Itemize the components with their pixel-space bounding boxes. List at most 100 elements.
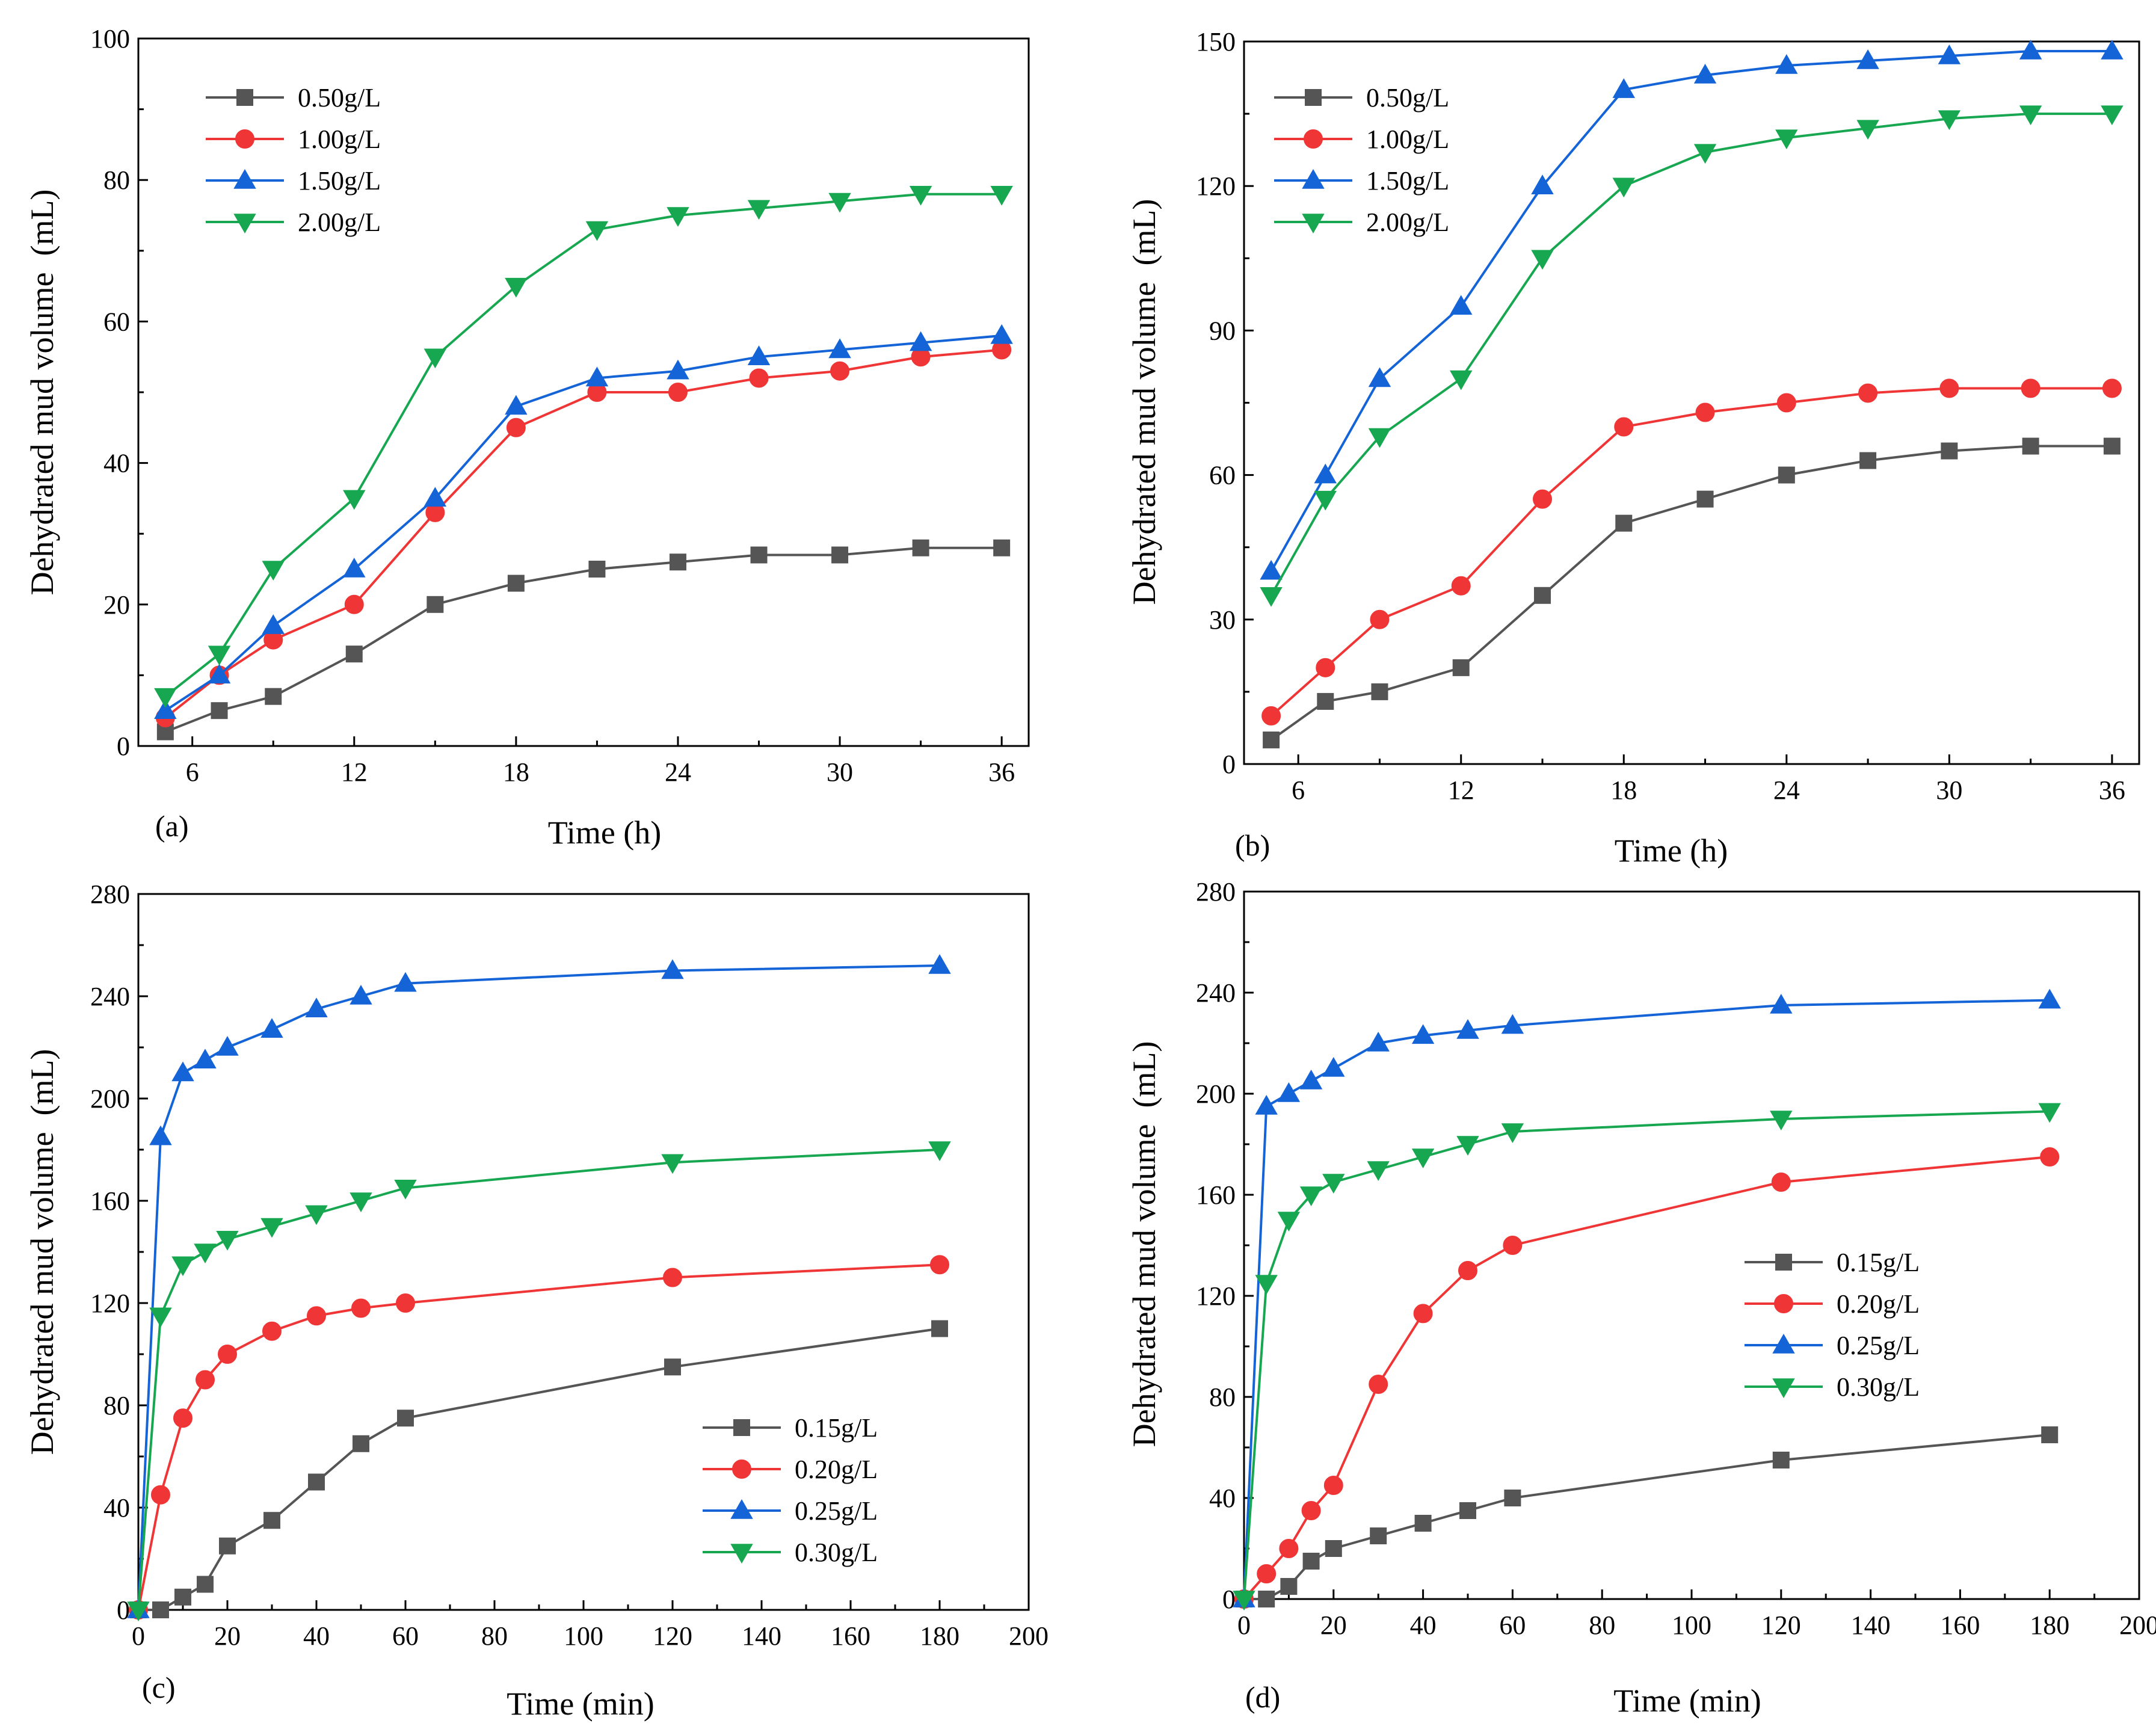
y-tick-label: 200 (90, 1084, 130, 1114)
data-point (1368, 428, 1391, 448)
y-axis-label: Dehydrated mud volume (mL) (1126, 199, 1162, 605)
data-point (1322, 1056, 1345, 1077)
data-point (127, 1601, 150, 1622)
series-2.00g/L (154, 185, 1013, 708)
y-axis-label: Dehydrated mud volume (mL) (24, 190, 60, 596)
data-point (1323, 1476, 1343, 1495)
y-tick-label: 200 (1196, 1079, 1236, 1109)
panel-label: (b) (1235, 828, 1270, 862)
y-tick-label: 40 (1209, 1484, 1236, 1513)
series-line (1243, 1110, 2050, 1600)
x-tick-label: 100 (1672, 1610, 1711, 1640)
data-point (260, 1218, 283, 1238)
legend-marker (733, 1419, 750, 1436)
data-point (830, 361, 850, 381)
data-point (1299, 1186, 1323, 1207)
x-tick-label: 0 (132, 1621, 145, 1651)
data-point (1255, 1275, 1278, 1295)
x-tick-label: 18 (1610, 775, 1637, 805)
data-point (1772, 1452, 1790, 1469)
data-point (1325, 1540, 1342, 1557)
legend-marker (1774, 1294, 1793, 1313)
data-point (505, 395, 528, 415)
y-tick-label: 0 (1222, 750, 1236, 779)
legend: 0.15g/L 0.20g/L 0.25g/L 0.30g/L (703, 1413, 878, 1567)
data-point (1612, 78, 1635, 98)
data-point (1414, 1515, 1432, 1532)
data-point (1693, 144, 1717, 164)
series-1.50g/L (154, 324, 1013, 719)
y-tick-label: 240 (1196, 978, 1236, 1008)
data-point (149, 1125, 172, 1145)
data-point (171, 1061, 194, 1082)
data-point (154, 688, 177, 708)
y-tick-label: 60 (1209, 461, 1236, 490)
data-point (1369, 1375, 1388, 1394)
data-point (1456, 1136, 1479, 1156)
x-tick-label: 20 (1320, 1610, 1347, 1640)
chart-panel-a: 6 12 18 24 30 36 0 20 40 60 80 100 Time (h) Dehydrate… (24, 24, 1030, 851)
chart-panel-d: 0 20 40 60 80 100 120 140 160 180 200 0 40 80 120 160 20… (1126, 877, 2156, 1719)
data-point (928, 1141, 951, 1162)
data-point (1451, 576, 1471, 596)
x-tick-label: 0 (1237, 1610, 1251, 1640)
data-point (1696, 490, 1714, 508)
plot-frame (1243, 890, 2140, 1600)
data-point (661, 959, 684, 979)
legend-label: 1.00g/L (298, 125, 381, 154)
legend-marker (1302, 214, 1325, 234)
data-point (262, 614, 285, 634)
data-point (1938, 110, 1961, 131)
data-point (1771, 1173, 1791, 1192)
data-point (1856, 49, 1879, 69)
legend-marker (235, 129, 254, 149)
legend-marker (233, 168, 256, 189)
data-point (171, 1256, 194, 1277)
legend-label: 2.00g/L (1366, 208, 1449, 237)
series-1.50g/L (1260, 39, 2124, 580)
data-point (2022, 437, 2039, 455)
data-point (750, 546, 768, 564)
data-point (1261, 706, 1281, 726)
x-tick-label: 6 (1292, 775, 1305, 805)
data-point (990, 185, 1013, 206)
legend-label: 0.50g/L (1366, 83, 1449, 112)
data-point (663, 1268, 682, 1287)
data-point (585, 221, 609, 241)
x-tick-label: 36 (988, 757, 1015, 787)
x-tick-label: 24 (665, 757, 691, 787)
x-tick-label: 80 (481, 1621, 508, 1651)
x-tick-label: 200 (1009, 1621, 1049, 1651)
data-point (1938, 45, 1961, 64)
x-tick-label: 60 (392, 1621, 419, 1651)
data-point (260, 1018, 283, 1038)
y-tick-label: 80 (103, 1391, 130, 1420)
data-point (747, 345, 771, 365)
series-2.00g/L (1260, 105, 2124, 607)
data-point (1367, 1161, 1390, 1182)
data-point (930, 1255, 949, 1275)
legend: 0.50g/L 1.00g/L 1.50g/L 2.00g/L (206, 83, 381, 237)
data-point (661, 1154, 684, 1174)
data-point (1257, 1564, 1277, 1583)
data-point (149, 1307, 172, 1328)
data-point (1450, 295, 1473, 315)
data-point (2041, 1426, 2059, 1443)
data-point (197, 1576, 214, 1593)
data-point (394, 1180, 417, 1200)
data-point (154, 699, 177, 719)
data-point (1368, 367, 1391, 387)
data-point (173, 1408, 192, 1428)
legend-label: 0.20g/L (795, 1455, 878, 1484)
data-point (668, 383, 688, 402)
legend-marker (1304, 129, 1323, 149)
data-point (749, 368, 769, 388)
data-point (262, 1321, 282, 1341)
data-point (2102, 378, 2122, 398)
data-point (667, 359, 689, 380)
data-point (2101, 105, 2124, 126)
series-line (1270, 387, 2112, 717)
x-tick-label: 24 (1773, 775, 1800, 805)
y-tick-label: 120 (90, 1289, 130, 1318)
legend-label: 0.30g/L (795, 1538, 878, 1567)
